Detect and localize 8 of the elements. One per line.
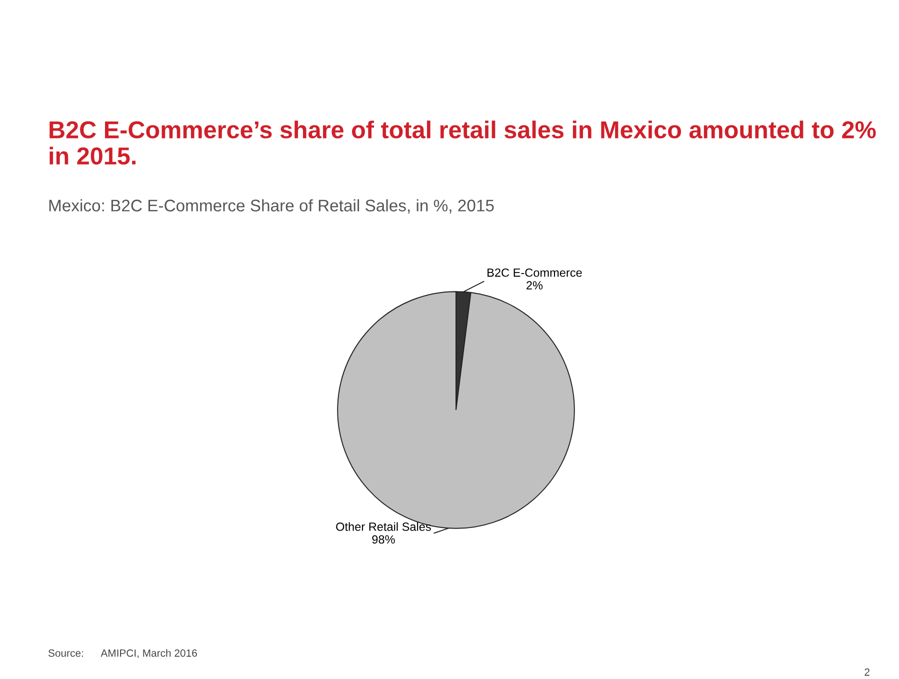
chart-subtitle: Mexico: B2C E-Commerce Share of Retail Sales, in %, 2015 [49, 199, 494, 214]
text: 2 [864, 668, 870, 676]
data-label: 2% [526, 281, 543, 290]
data-label: 98% [372, 535, 395, 544]
source-note: Source: AMIPCI, March 2016 [48, 649, 197, 658]
slice-label: B2C E-Commerce [488, 268, 582, 277]
slice-label: Other Retail Sales [336, 522, 431, 531]
chart-title: B2C E-Commerce’s share of total retail sales in Mexico amounted to 2% in 2015. [50, 120, 876, 165]
